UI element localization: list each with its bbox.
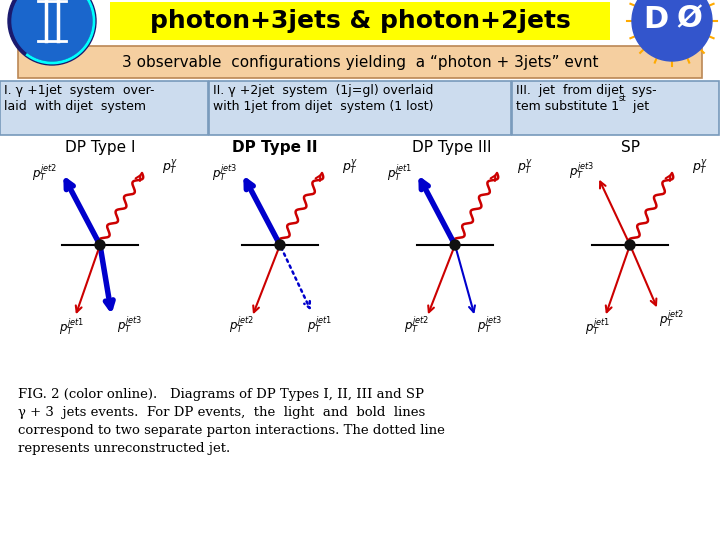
FancyBboxPatch shape <box>110 2 610 40</box>
Text: 3 observable  configurations yielding  a “photon + 3jets” evnt: 3 observable configurations yielding a “… <box>122 55 598 70</box>
Text: $p_T^{jet2}$: $p_T^{jet2}$ <box>405 315 430 335</box>
Text: $p_T^{jet1}$: $p_T^{jet1}$ <box>387 163 413 184</box>
Circle shape <box>450 240 460 250</box>
Text: DP Type II: DP Type II <box>233 140 318 155</box>
Text: $p_T^{\gamma}$: $p_T^{\gamma}$ <box>692 158 708 177</box>
Text: $p_T^{jet3}$: $p_T^{jet3}$ <box>570 160 595 181</box>
Text: tem substitute 1: tem substitute 1 <box>516 100 619 113</box>
Text: photon+3jets & photon+2jets: photon+3jets & photon+2jets <box>150 9 570 33</box>
Circle shape <box>625 240 635 250</box>
Text: $p_T^{jet3}$: $p_T^{jet3}$ <box>117 315 143 335</box>
Text: correspond to two separate parton interactions. The dotted line: correspond to two separate parton intera… <box>18 424 445 437</box>
Circle shape <box>12 0 92 61</box>
Circle shape <box>632 0 712 61</box>
Text: DP Type III: DP Type III <box>413 140 492 155</box>
Circle shape <box>95 240 105 250</box>
Text: $p_T^{jet1}$: $p_T^{jet1}$ <box>585 316 611 338</box>
Text: $p_T^{jet2}$: $p_T^{jet2}$ <box>32 163 58 184</box>
Text: SP: SP <box>621 140 639 155</box>
Text: $p_T^{jet2}$: $p_T^{jet2}$ <box>660 308 685 329</box>
Text: Ø: Ø <box>676 4 702 33</box>
Text: st: st <box>619 94 626 103</box>
Text: $p_T^{\gamma}$: $p_T^{\gamma}$ <box>517 158 533 177</box>
Text: jet: jet <box>629 100 649 113</box>
Text: D: D <box>643 4 668 33</box>
FancyBboxPatch shape <box>512 81 719 135</box>
Circle shape <box>275 240 285 250</box>
Text: III.  jet  from dijet  sys-: III. jet from dijet sys- <box>516 84 657 97</box>
Text: represents unreconstructed jet.: represents unreconstructed jet. <box>18 442 230 455</box>
FancyBboxPatch shape <box>209 81 511 135</box>
Text: $p_T^{\gamma}$: $p_T^{\gamma}$ <box>342 158 358 177</box>
Text: $p_T^{jet3}$: $p_T^{jet3}$ <box>212 163 238 184</box>
Text: $p_T^{jet1}$: $p_T^{jet1}$ <box>60 316 84 338</box>
Text: II. γ +2jet  system  (1j=gl) overlaid: II. γ +2jet system (1j=gl) overlaid <box>213 84 433 97</box>
Text: I. γ +1jet  system  over-: I. γ +1jet system over- <box>4 84 155 97</box>
FancyBboxPatch shape <box>0 81 208 135</box>
Text: $p_T^{\gamma}$: $p_T^{\gamma}$ <box>162 158 178 177</box>
Text: laid  with dijet  system: laid with dijet system <box>4 100 146 113</box>
Text: DP Type I: DP Type I <box>65 140 135 155</box>
Text: with 1jet from dijet  system (1 lost): with 1jet from dijet system (1 lost) <box>213 100 433 113</box>
Text: $p_T^{jet3}$: $p_T^{jet3}$ <box>477 315 503 335</box>
FancyBboxPatch shape <box>18 46 702 78</box>
Text: γ + 3  jets events.  For DP events,  the  light  and  bold  lines: γ + 3 jets events. For DP events, the li… <box>18 406 426 419</box>
Circle shape <box>8 0 96 65</box>
Text: $p_T^{jet1}$: $p_T^{jet1}$ <box>307 315 333 335</box>
Text: FIG. 2 (color online).   Diagrams of DP Types I, II, III and SP: FIG. 2 (color online). Diagrams of DP Ty… <box>18 388 424 401</box>
Text: $p_T^{jet2}$: $p_T^{jet2}$ <box>230 315 255 335</box>
